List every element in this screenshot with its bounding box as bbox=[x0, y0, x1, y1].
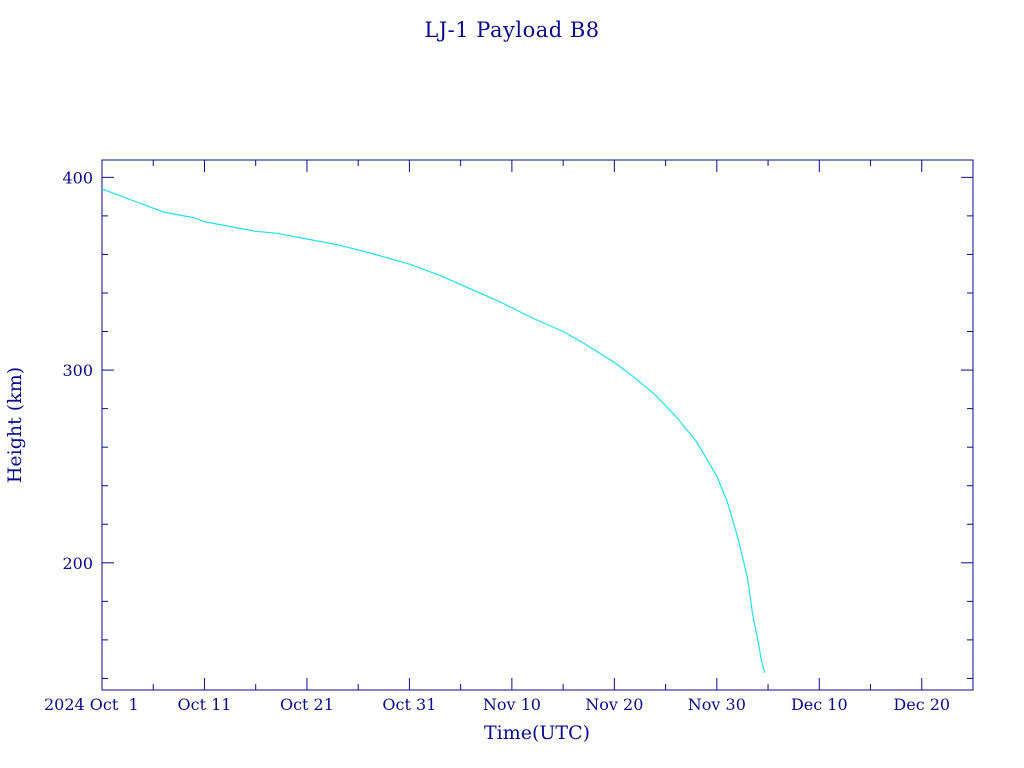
x-tick-label: Nov 30 bbox=[688, 695, 746, 714]
y-tick-label: 300 bbox=[62, 361, 93, 380]
x-tick-label: 2024 Oct 1 bbox=[44, 695, 139, 714]
x-tick-label: Oct 31 bbox=[382, 695, 436, 714]
x-tick-label: Oct 21 bbox=[280, 695, 334, 714]
y-axis-label: Height (km) bbox=[4, 367, 26, 483]
x-tick-label: Dec 20 bbox=[893, 695, 950, 714]
x-tick-label: Nov 10 bbox=[483, 695, 541, 714]
x-axis-ticks: 2024 Oct 1 Oct 11 Oct 21 Oct 31 Nov 10 Nov 20… bbox=[44, 160, 974, 714]
series-line-height bbox=[101, 188, 766, 673]
y-axis-ticks: 200 300 400 bbox=[62, 168, 973, 679]
y-tick-label: 400 bbox=[62, 168, 93, 187]
plot-frame bbox=[101, 159, 974, 691]
x-tick-label: Oct 11 bbox=[177, 695, 231, 714]
x-tick-label: Nov 20 bbox=[585, 695, 643, 714]
x-axis-label: Time(UTC) bbox=[484, 722, 590, 744]
x-tick-label: Dec 10 bbox=[791, 695, 848, 714]
chart-title: LJ-1 Payload B8 bbox=[424, 18, 599, 42]
y-tick-label: 200 bbox=[62, 554, 93, 573]
